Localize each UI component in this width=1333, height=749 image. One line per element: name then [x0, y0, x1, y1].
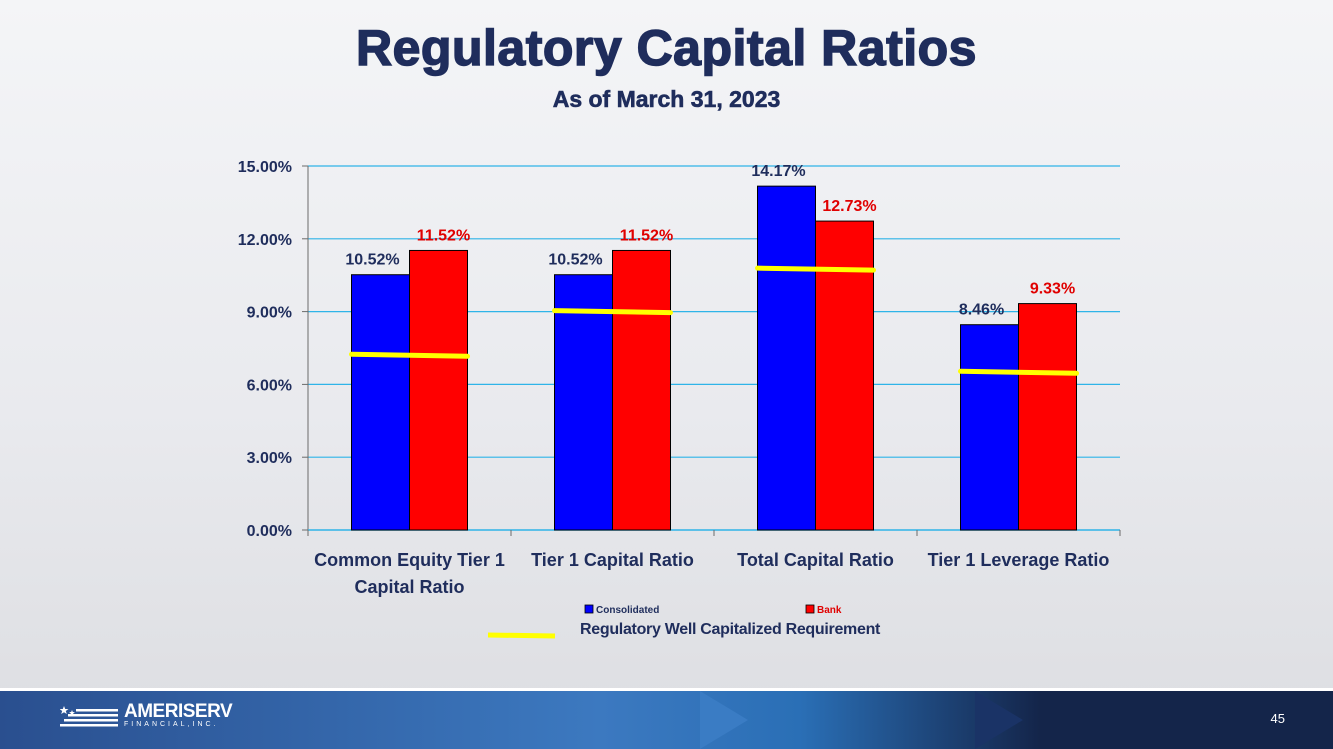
legend-label-requirement: Regulatory Well Capitalized Requirement — [580, 621, 881, 638]
bar-bank — [612, 249, 671, 531]
legend-label-consolidated: Consolidated — [596, 605, 659, 616]
data-label-bank: 12.73% — [822, 198, 876, 215]
category-label: Total Capital Ratio — [737, 550, 894, 570]
requirement-line — [958, 368, 1079, 376]
requirement-line — [552, 308, 673, 316]
y-tick-label: 12.00% — [238, 232, 292, 249]
data-label-consolidated: 8.46% — [959, 302, 1004, 319]
page-number: 45 — [1270, 711, 1285, 726]
requirement-line — [755, 265, 876, 273]
legend-swatch-bank — [805, 604, 815, 614]
bar-consolidated — [757, 185, 816, 531]
bar-consolidated — [554, 274, 613, 531]
capital-ratios-chart: 0.00% 3.00% 6.00% 9.00% 12.00% 15.00% 10.52% 11… — [238, 159, 1121, 639]
data-label-bank: 9.33% — [1030, 281, 1075, 298]
bar-bank — [815, 220, 874, 531]
footer-chevron — [975, 691, 1023, 749]
company-logo: AMERISERV FINANCIAL,INC. — [60, 701, 233, 729]
footer-bar: AMERISERV FINANCIAL,INC. 45 — [0, 688, 1333, 749]
legend-swatch-consolidated — [584, 604, 594, 614]
legend-swatch-requirement — [487, 632, 556, 639]
flag-stars-icon — [60, 706, 118, 727]
y-tick-label: 3.00% — [247, 450, 292, 467]
slide-title: Regulatory Capital Ratios — [355, 19, 977, 77]
logo-name: AMERISERV — [124, 701, 233, 722]
category-label: Tier 1 Leverage Ratio — [928, 550, 1110, 570]
requirement-line — [349, 351, 470, 359]
y-tick-label: 0.00% — [247, 523, 292, 540]
slide-subtitle: As of March 31, 2023 — [552, 86, 781, 113]
category-label: Common Equity Tier 1 — [314, 550, 505, 570]
data-label-consolidated: 10.52% — [548, 252, 602, 269]
y-tick-label: 15.00% — [238, 159, 292, 176]
category-label: Capital Ratio — [354, 577, 464, 597]
y-tick-label: 9.00% — [247, 305, 292, 322]
bar-consolidated — [960, 324, 1019, 531]
data-label-consolidated: 14.17% — [751, 163, 805, 180]
y-tick-label: 6.00% — [247, 377, 292, 394]
bar-bank — [409, 249, 468, 531]
legend-label-bank: Bank — [817, 605, 842, 616]
logo-subtitle: FINANCIAL,INC. — [124, 721, 219, 728]
category-label: Tier 1 Capital Ratio — [531, 550, 694, 570]
data-label-bank: 11.52% — [620, 227, 673, 244]
bar-bank — [1018, 303, 1077, 531]
footer-chevron — [700, 691, 748, 749]
data-label-consolidated: 10.52% — [345, 252, 399, 269]
bar-consolidated — [351, 274, 410, 531]
data-label-bank: 11.52% — [417, 227, 470, 244]
